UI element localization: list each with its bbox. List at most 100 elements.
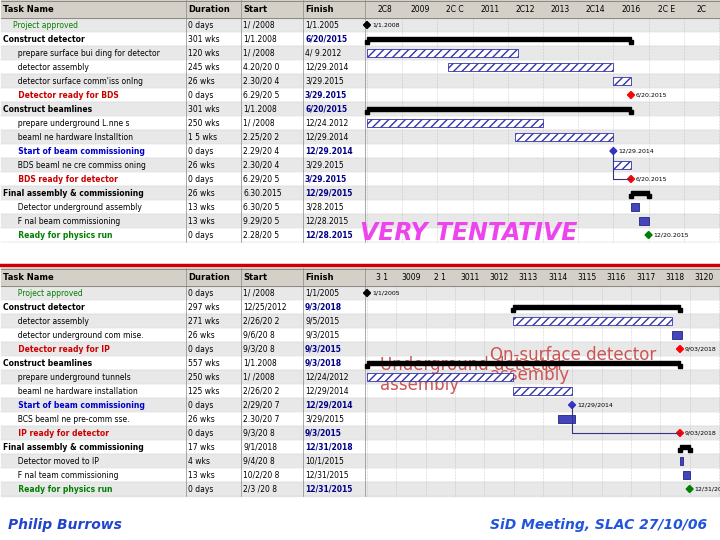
Text: 0 days: 0 days xyxy=(188,401,213,409)
Text: 1/ /2008: 1/ /2008 xyxy=(243,118,274,127)
Text: 3009: 3009 xyxy=(401,273,420,281)
Text: 4.20/20 0: 4.20/20 0 xyxy=(243,63,279,71)
Bar xyxy=(367,49,518,57)
Text: F nal beam commissioning: F nal beam commissioning xyxy=(13,217,120,226)
Text: 0 days: 0 days xyxy=(188,21,213,30)
Text: Start of beam commissioning: Start of beam commissioning xyxy=(13,401,145,409)
Bar xyxy=(1,482,719,496)
Bar xyxy=(672,331,683,339)
Text: 1/ /2008: 1/ /2008 xyxy=(243,288,274,298)
Text: Duration: Duration xyxy=(188,4,230,14)
Text: 9/3/2015: 9/3/2015 xyxy=(305,345,342,354)
Bar xyxy=(678,364,682,368)
Text: Finish: Finish xyxy=(305,273,333,281)
Text: 2C E: 2C E xyxy=(657,4,675,14)
Text: 3/29.2015: 3/29.2015 xyxy=(305,77,343,85)
Text: 2C14: 2C14 xyxy=(586,4,606,14)
Text: Start: Start xyxy=(243,273,267,281)
Text: 2 1: 2 1 xyxy=(434,273,446,281)
Bar xyxy=(1,32,719,46)
Bar xyxy=(1,18,719,32)
Bar xyxy=(629,40,633,44)
Text: 301 wks: 301 wks xyxy=(188,105,220,113)
Text: 2C8: 2C8 xyxy=(377,4,392,14)
Bar xyxy=(1,440,719,454)
Text: 2.29/20 4: 2.29/20 4 xyxy=(243,146,279,156)
Text: Project approved: Project approved xyxy=(13,288,83,298)
Text: 0 days: 0 days xyxy=(188,484,213,494)
Bar xyxy=(631,191,649,195)
Text: Ready for physics run: Ready for physics run xyxy=(13,484,112,494)
Text: 12/24.2012: 12/24.2012 xyxy=(305,118,348,127)
Bar xyxy=(367,119,543,127)
Text: 6.30.2015: 6.30.2015 xyxy=(243,188,282,198)
Text: 6/20.2015: 6/20.2015 xyxy=(636,92,667,98)
Text: BDS beaml ne cre commiss oning: BDS beaml ne cre commiss oning xyxy=(13,160,146,170)
Text: 3120: 3120 xyxy=(695,273,714,281)
Text: 6.29/20 5: 6.29/20 5 xyxy=(243,91,279,99)
Text: 2016: 2016 xyxy=(621,4,641,14)
Text: Philip Burrows: Philip Burrows xyxy=(8,518,122,532)
Text: 9/4/20 8: 9/4/20 8 xyxy=(243,456,275,465)
Text: 26 wks: 26 wks xyxy=(188,415,215,423)
Bar xyxy=(1,384,719,398)
Text: Construct detector: Construct detector xyxy=(3,302,85,312)
Text: 12/29/2014: 12/29/2014 xyxy=(305,387,348,395)
Bar xyxy=(1,214,719,228)
Bar xyxy=(629,194,633,198)
Text: 1/1/2005: 1/1/2005 xyxy=(372,291,400,295)
Text: 4/ 9.2012: 4/ 9.2012 xyxy=(305,49,341,57)
Bar xyxy=(365,40,369,44)
Text: 10/1/2015: 10/1/2015 xyxy=(305,456,344,465)
Text: Construct beamlines: Construct beamlines xyxy=(3,105,92,113)
Text: 12/25/2012: 12/25/2012 xyxy=(243,302,287,312)
Text: 17 wks: 17 wks xyxy=(188,442,215,451)
Text: 13 wks: 13 wks xyxy=(188,217,215,226)
Text: 3012: 3012 xyxy=(490,273,508,281)
Bar xyxy=(365,110,369,114)
Text: 0 days: 0 days xyxy=(188,288,213,298)
Text: 12/29.2014: 12/29.2014 xyxy=(618,148,654,153)
Text: Underground detector
assembly: Underground detector assembly xyxy=(380,356,564,394)
Bar xyxy=(629,110,633,114)
Bar xyxy=(513,317,672,325)
Text: Ready for physics run: Ready for physics run xyxy=(13,231,112,240)
Text: 120 wks: 120 wks xyxy=(188,49,220,57)
Text: 12/24/2012: 12/24/2012 xyxy=(305,373,348,381)
Bar xyxy=(680,457,683,465)
Text: prepare underground tunnels: prepare underground tunnels xyxy=(13,373,131,381)
Bar xyxy=(613,77,631,85)
Text: 2.25/20 2: 2.25/20 2 xyxy=(243,132,279,141)
Bar xyxy=(1,356,719,370)
Polygon shape xyxy=(686,485,693,492)
Text: 6/20/2015: 6/20/2015 xyxy=(305,105,347,113)
Text: VERY TENTATIVE: VERY TENTATIVE xyxy=(360,221,577,245)
Text: 2013: 2013 xyxy=(551,4,570,14)
Text: 1/1.2008: 1/1.2008 xyxy=(243,359,276,368)
Bar xyxy=(0,0,720,265)
Polygon shape xyxy=(364,22,371,29)
Bar xyxy=(683,471,690,479)
Bar xyxy=(1,158,719,172)
Text: 1/1.2008: 1/1.2008 xyxy=(243,105,276,113)
Bar xyxy=(365,364,369,368)
Text: 6/20.2015: 6/20.2015 xyxy=(636,177,667,181)
Bar xyxy=(367,107,631,111)
Text: 1/1.2008: 1/1.2008 xyxy=(243,35,276,44)
Text: 12/29/2014: 12/29/2014 xyxy=(577,402,613,408)
Text: 0 days: 0 days xyxy=(188,174,213,184)
Text: detector underground com mise.: detector underground com mise. xyxy=(13,330,143,340)
Text: 2/26/20 2: 2/26/20 2 xyxy=(243,387,279,395)
Polygon shape xyxy=(677,429,683,436)
Text: 9/6/20 8: 9/6/20 8 xyxy=(243,330,275,340)
Text: Detector ready for BDS: Detector ready for BDS xyxy=(13,91,119,99)
Text: 250 wks: 250 wks xyxy=(188,373,220,381)
Text: Task Name: Task Name xyxy=(3,273,54,281)
Text: 3011: 3011 xyxy=(460,273,480,281)
Text: 3 1: 3 1 xyxy=(376,273,387,281)
Bar xyxy=(1,468,719,482)
Text: Project approved: Project approved xyxy=(13,21,78,30)
Bar xyxy=(1,200,719,214)
Bar xyxy=(1,88,719,102)
Bar xyxy=(513,387,572,395)
